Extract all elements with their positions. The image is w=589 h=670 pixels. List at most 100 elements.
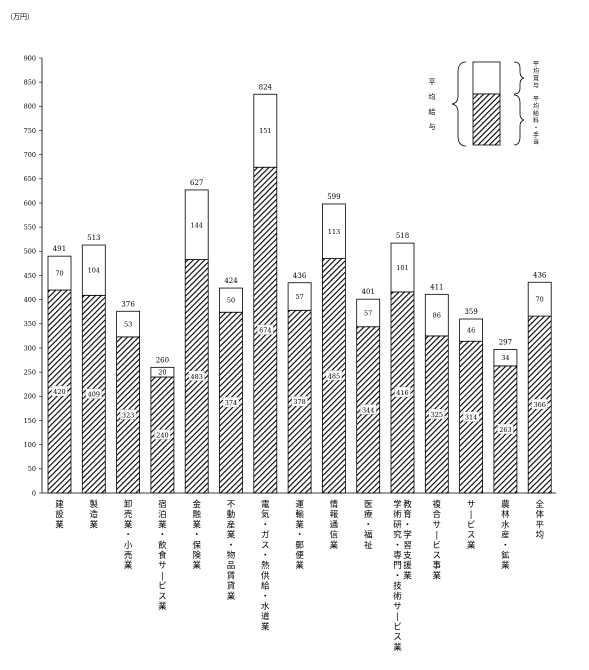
x-category-label-char: ビ — [467, 520, 476, 530]
x-category-label-char: ス — [433, 551, 442, 561]
bar-salary-label: 409 — [88, 391, 100, 399]
y-tick-label: 700 — [24, 151, 36, 159]
x-category-label-char: 祉 — [364, 540, 373, 551]
bar-total-label: 297 — [499, 338, 512, 346]
x-category-label-char: 通 — [330, 519, 339, 530]
legend-label-salary: 均 — [533, 102, 539, 110]
x-category-label-char: ・ — [403, 520, 412, 530]
x-category-label-char: | — [470, 510, 473, 520]
x-category-label-char: サ — [467, 500, 476, 510]
x-category-label-char: 動 — [227, 509, 236, 520]
bar-bonus-label: 34 — [501, 354, 509, 362]
bar-total-label: 513 — [87, 234, 100, 242]
bar-salary-label-box — [291, 395, 308, 407]
bar-total-label: 436 — [533, 271, 547, 279]
bar-salary-label: 374 — [225, 399, 237, 407]
bar-total-label: 599 — [327, 193, 340, 201]
x-category-label-char: | — [435, 531, 438, 541]
bar-segment-bonus — [47, 255, 72, 291]
legend-right-brace-top — [513, 61, 525, 95]
x-category-label-char: 鉱 — [501, 550, 510, 561]
x-category-label-char: 供 — [261, 570, 270, 581]
x-category-label-char: 輸 — [295, 509, 304, 520]
bar-total-label: 627 — [190, 179, 203, 187]
bar-salary-label: 674 — [259, 327, 271, 335]
y-tick-label: 500 — [24, 248, 36, 256]
y-tick-label: 600 — [24, 199, 36, 207]
x-category-label-char: 給 — [261, 581, 270, 592]
x-category-label-char: ・ — [261, 551, 270, 561]
legend-label-bonus: 平 — [533, 61, 539, 68]
x-category-label-char: 情 — [330, 499, 339, 510]
bar-total-label: 411 — [430, 283, 443, 291]
x-category-label-char: サ — [393, 602, 402, 612]
x-category-label-char: 熱 — [261, 560, 270, 571]
bar-segment-bonus — [493, 349, 518, 367]
bar-bonus-label: 53 — [124, 321, 132, 329]
x-category-label-char: 福 — [364, 530, 373, 541]
y-tick-label: 50 — [28, 465, 36, 473]
x-category-label-char: 学 — [393, 499, 402, 510]
legend-label-bonus: 与 — [533, 82, 539, 90]
x-category-label-char: 育 — [403, 509, 412, 520]
bar-segment-bonus — [527, 281, 552, 317]
y-tick-label: 150 — [24, 417, 36, 425]
bar-segment-bonus — [253, 93, 278, 168]
bar-salary-label-box — [257, 324, 274, 335]
legend-brace-label: 平 — [429, 78, 436, 86]
x-category-label-char: 業 — [393, 642, 402, 653]
x-category-label-char: 道 — [261, 611, 270, 622]
x-category-label-char: 研 — [393, 520, 402, 530]
x-category-label-char: ス — [467, 531, 476, 541]
x-category-label-char: 体 — [535, 509, 544, 520]
bar-segment-bonus — [150, 366, 175, 378]
x-category-label-char: 宿 — [158, 499, 167, 510]
x-category-label-char: 援 — [403, 560, 412, 571]
x-category-label-char: 業 — [55, 519, 64, 530]
x-category-label-char: サ — [433, 520, 442, 530]
y-tick-label: 550 — [24, 224, 36, 232]
x-category-label-char: 業 — [227, 591, 236, 602]
bar-salary-label: 420 — [53, 388, 65, 396]
bar-bonus-label: 104 — [88, 267, 100, 275]
bar-salary-label-box — [188, 370, 205, 381]
x-category-label-char: ビ — [158, 582, 167, 592]
y-tick-label: 300 — [24, 344, 36, 352]
bar-total-label: 359 — [464, 308, 477, 316]
bar-salary-label: 485 — [328, 372, 340, 380]
bar-salary-label: 314 — [465, 414, 477, 422]
x-category-label-char: 不 — [227, 500, 236, 510]
x-category-label-char: 報 — [330, 510, 339, 520]
bar-bonus-label: 70 — [55, 270, 63, 278]
bar-salary-label: 263 — [499, 426, 511, 434]
bar-segment-bonus — [321, 203, 346, 259]
x-category-label-char: 郵 — [295, 540, 304, 551]
bar-salary-label: 483 — [190, 373, 202, 381]
x-category-label-char: 電 — [261, 500, 270, 510]
x-category-label-char: ガ — [261, 530, 270, 541]
y-tick-label: 350 — [24, 320, 36, 328]
y-tick-label: 750 — [24, 127, 36, 135]
x-category-label-char: | — [161, 571, 164, 581]
x-category-label-char: 業 — [295, 560, 304, 571]
x-category-label-char: ス — [158, 592, 167, 602]
y-tick-label: 0 — [32, 489, 36, 497]
bar-total-label: 376 — [121, 300, 135, 308]
bar-salary-label-box — [119, 409, 137, 420]
bar-segment-bonus — [184, 189, 209, 260]
x-category-label-char: 農 — [501, 499, 510, 510]
x-category-label-char: ビ — [433, 541, 442, 551]
legend-label-salary: 当 — [533, 138, 539, 146]
x-category-label-char: 売 — [124, 509, 133, 520]
y-tick-label: 100 — [24, 441, 36, 449]
x-category-label-char: 業 — [192, 519, 201, 530]
y-tick-label: 650 — [24, 175, 36, 183]
bar-salary-label: 378 — [293, 398, 305, 406]
x-category-label-char: 険 — [192, 551, 201, 561]
x-category-label-char: 設 — [55, 509, 64, 520]
x-category-label-char: 門 — [393, 561, 402, 571]
bar-salary-label-box — [51, 385, 68, 397]
x-category-label-char: ・ — [192, 531, 201, 541]
x-category-label-char: 平 — [535, 520, 544, 530]
bar-salary-label: 416 — [396, 389, 408, 397]
